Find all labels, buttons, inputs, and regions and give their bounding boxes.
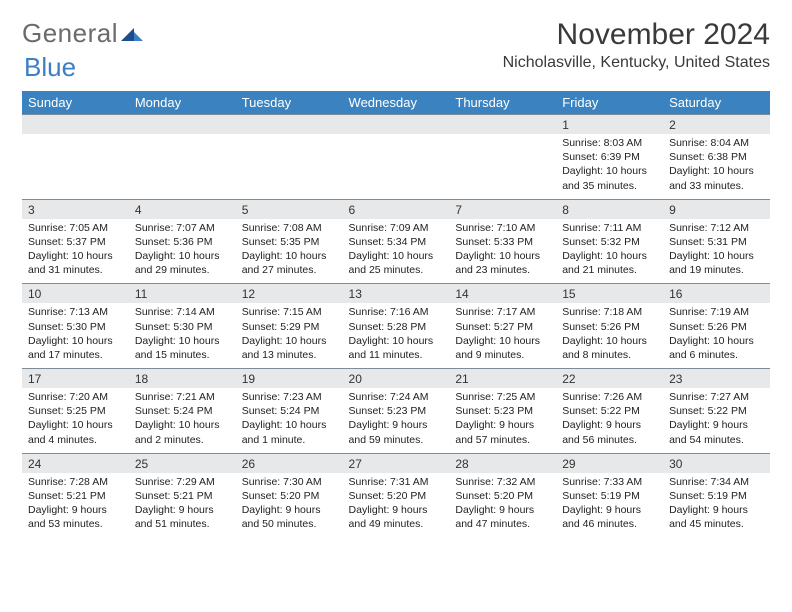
day-number <box>449 115 556 135</box>
day-number: 24 <box>22 453 129 473</box>
day-info <box>236 134 343 199</box>
day-number <box>236 115 343 135</box>
day-number <box>129 115 236 135</box>
day-info: Sunrise: 7:25 AMSunset: 5:23 PMDaylight:… <box>449 388 556 453</box>
weekday-header-row: SundayMondayTuesdayWednesdayThursdayFrid… <box>22 91 770 115</box>
calendar-body: 12Sunrise: 8:03 AMSunset: 6:39 PMDayligh… <box>22 115 770 538</box>
day-number: 26 <box>236 453 343 473</box>
day-number: 4 <box>129 199 236 219</box>
day-number: 17 <box>22 369 129 389</box>
day-info: Sunrise: 7:28 AMSunset: 5:21 PMDaylight:… <box>22 473 129 538</box>
day-info: Sunrise: 7:33 AMSunset: 5:19 PMDaylight:… <box>556 473 663 538</box>
day-info: Sunrise: 7:31 AMSunset: 5:20 PMDaylight:… <box>343 473 450 538</box>
day-number: 28 <box>449 453 556 473</box>
day-info: Sunrise: 7:20 AMSunset: 5:25 PMDaylight:… <box>22 388 129 453</box>
day-info: Sunrise: 7:30 AMSunset: 5:20 PMDaylight:… <box>236 473 343 538</box>
day-info: Sunrise: 7:13 AMSunset: 5:30 PMDaylight:… <box>22 303 129 368</box>
weekday-header: Sunday <box>22 91 129 115</box>
day-number: 10 <box>22 284 129 304</box>
day-info: Sunrise: 7:10 AMSunset: 5:33 PMDaylight:… <box>449 219 556 284</box>
day-info: Sunrise: 8:03 AMSunset: 6:39 PMDaylight:… <box>556 134 663 199</box>
day-number: 1 <box>556 115 663 135</box>
day-info: Sunrise: 7:32 AMSunset: 5:20 PMDaylight:… <box>449 473 556 538</box>
day-info: Sunrise: 7:21 AMSunset: 5:24 PMDaylight:… <box>129 388 236 453</box>
day-number: 5 <box>236 199 343 219</box>
date-number-row: 10111213141516 <box>22 284 770 304</box>
day-number: 13 <box>343 284 450 304</box>
day-number: 6 <box>343 199 450 219</box>
date-info-row: Sunrise: 7:05 AMSunset: 5:37 PMDaylight:… <box>22 219 770 284</box>
date-number-row: 12 <box>22 115 770 135</box>
day-number: 8 <box>556 199 663 219</box>
weekday-header: Saturday <box>663 91 770 115</box>
day-number: 12 <box>236 284 343 304</box>
day-number: 29 <box>556 453 663 473</box>
day-info: Sunrise: 7:07 AMSunset: 5:36 PMDaylight:… <box>129 219 236 284</box>
day-info: Sunrise: 7:17 AMSunset: 5:27 PMDaylight:… <box>449 303 556 368</box>
day-number: 19 <box>236 369 343 389</box>
day-number: 7 <box>449 199 556 219</box>
day-info: Sunrise: 7:08 AMSunset: 5:35 PMDaylight:… <box>236 219 343 284</box>
day-info: Sunrise: 7:26 AMSunset: 5:22 PMDaylight:… <box>556 388 663 453</box>
calendar-table: SundayMondayTuesdayWednesdayThursdayFrid… <box>22 91 770 537</box>
day-number: 14 <box>449 284 556 304</box>
day-number: 16 <box>663 284 770 304</box>
day-number: 18 <box>129 369 236 389</box>
day-number: 21 <box>449 369 556 389</box>
day-info: Sunrise: 7:24 AMSunset: 5:23 PMDaylight:… <box>343 388 450 453</box>
weekday-header: Thursday <box>449 91 556 115</box>
date-number-row: 24252627282930 <box>22 453 770 473</box>
logo: General <box>22 18 143 49</box>
weekday-header: Tuesday <box>236 91 343 115</box>
logo-text-blue: Blue <box>24 52 76 82</box>
day-info <box>129 134 236 199</box>
day-number: 11 <box>129 284 236 304</box>
month-title: November 2024 <box>503 18 770 52</box>
day-number: 30 <box>663 453 770 473</box>
day-number <box>22 115 129 135</box>
day-number: 23 <box>663 369 770 389</box>
date-number-row: 3456789 <box>22 199 770 219</box>
day-info: Sunrise: 7:18 AMSunset: 5:26 PMDaylight:… <box>556 303 663 368</box>
day-number: 9 <box>663 199 770 219</box>
day-number: 3 <box>22 199 129 219</box>
day-info: Sunrise: 7:34 AMSunset: 5:19 PMDaylight:… <box>663 473 770 538</box>
day-info: Sunrise: 7:05 AMSunset: 5:37 PMDaylight:… <box>22 219 129 284</box>
day-info: Sunrise: 7:11 AMSunset: 5:32 PMDaylight:… <box>556 219 663 284</box>
logo-text-gray: General <box>22 18 118 49</box>
day-info: Sunrise: 7:27 AMSunset: 5:22 PMDaylight:… <box>663 388 770 453</box>
day-info: Sunrise: 7:23 AMSunset: 5:24 PMDaylight:… <box>236 388 343 453</box>
date-number-row: 17181920212223 <box>22 369 770 389</box>
day-number: 20 <box>343 369 450 389</box>
day-info: Sunrise: 7:19 AMSunset: 5:26 PMDaylight:… <box>663 303 770 368</box>
title-block: November 2024 Nicholasville, Kentucky, U… <box>503 18 770 72</box>
date-info-row: Sunrise: 8:03 AMSunset: 6:39 PMDaylight:… <box>22 134 770 199</box>
day-info: Sunrise: 8:04 AMSunset: 6:38 PMDaylight:… <box>663 134 770 199</box>
day-number: 15 <box>556 284 663 304</box>
day-info: Sunrise: 7:12 AMSunset: 5:31 PMDaylight:… <box>663 219 770 284</box>
day-info <box>449 134 556 199</box>
location: Nicholasville, Kentucky, United States <box>503 54 770 72</box>
weekday-header: Monday <box>129 91 236 115</box>
date-info-row: Sunrise: 7:20 AMSunset: 5:25 PMDaylight:… <box>22 388 770 453</box>
day-info: Sunrise: 7:09 AMSunset: 5:34 PMDaylight:… <box>343 219 450 284</box>
day-number: 2 <box>663 115 770 135</box>
date-info-row: Sunrise: 7:28 AMSunset: 5:21 PMDaylight:… <box>22 473 770 538</box>
day-number: 22 <box>556 369 663 389</box>
day-info <box>343 134 450 199</box>
day-info <box>22 134 129 199</box>
day-number: 25 <box>129 453 236 473</box>
day-info: Sunrise: 7:15 AMSunset: 5:29 PMDaylight:… <box>236 303 343 368</box>
day-info: Sunrise: 7:29 AMSunset: 5:21 PMDaylight:… <box>129 473 236 538</box>
weekday-header: Friday <box>556 91 663 115</box>
day-number <box>343 115 450 135</box>
date-info-row: Sunrise: 7:13 AMSunset: 5:30 PMDaylight:… <box>22 303 770 368</box>
day-info: Sunrise: 7:14 AMSunset: 5:30 PMDaylight:… <box>129 303 236 368</box>
weekday-header: Wednesday <box>343 91 450 115</box>
day-number: 27 <box>343 453 450 473</box>
logo-mark-icon <box>121 18 143 49</box>
day-info: Sunrise: 7:16 AMSunset: 5:28 PMDaylight:… <box>343 303 450 368</box>
